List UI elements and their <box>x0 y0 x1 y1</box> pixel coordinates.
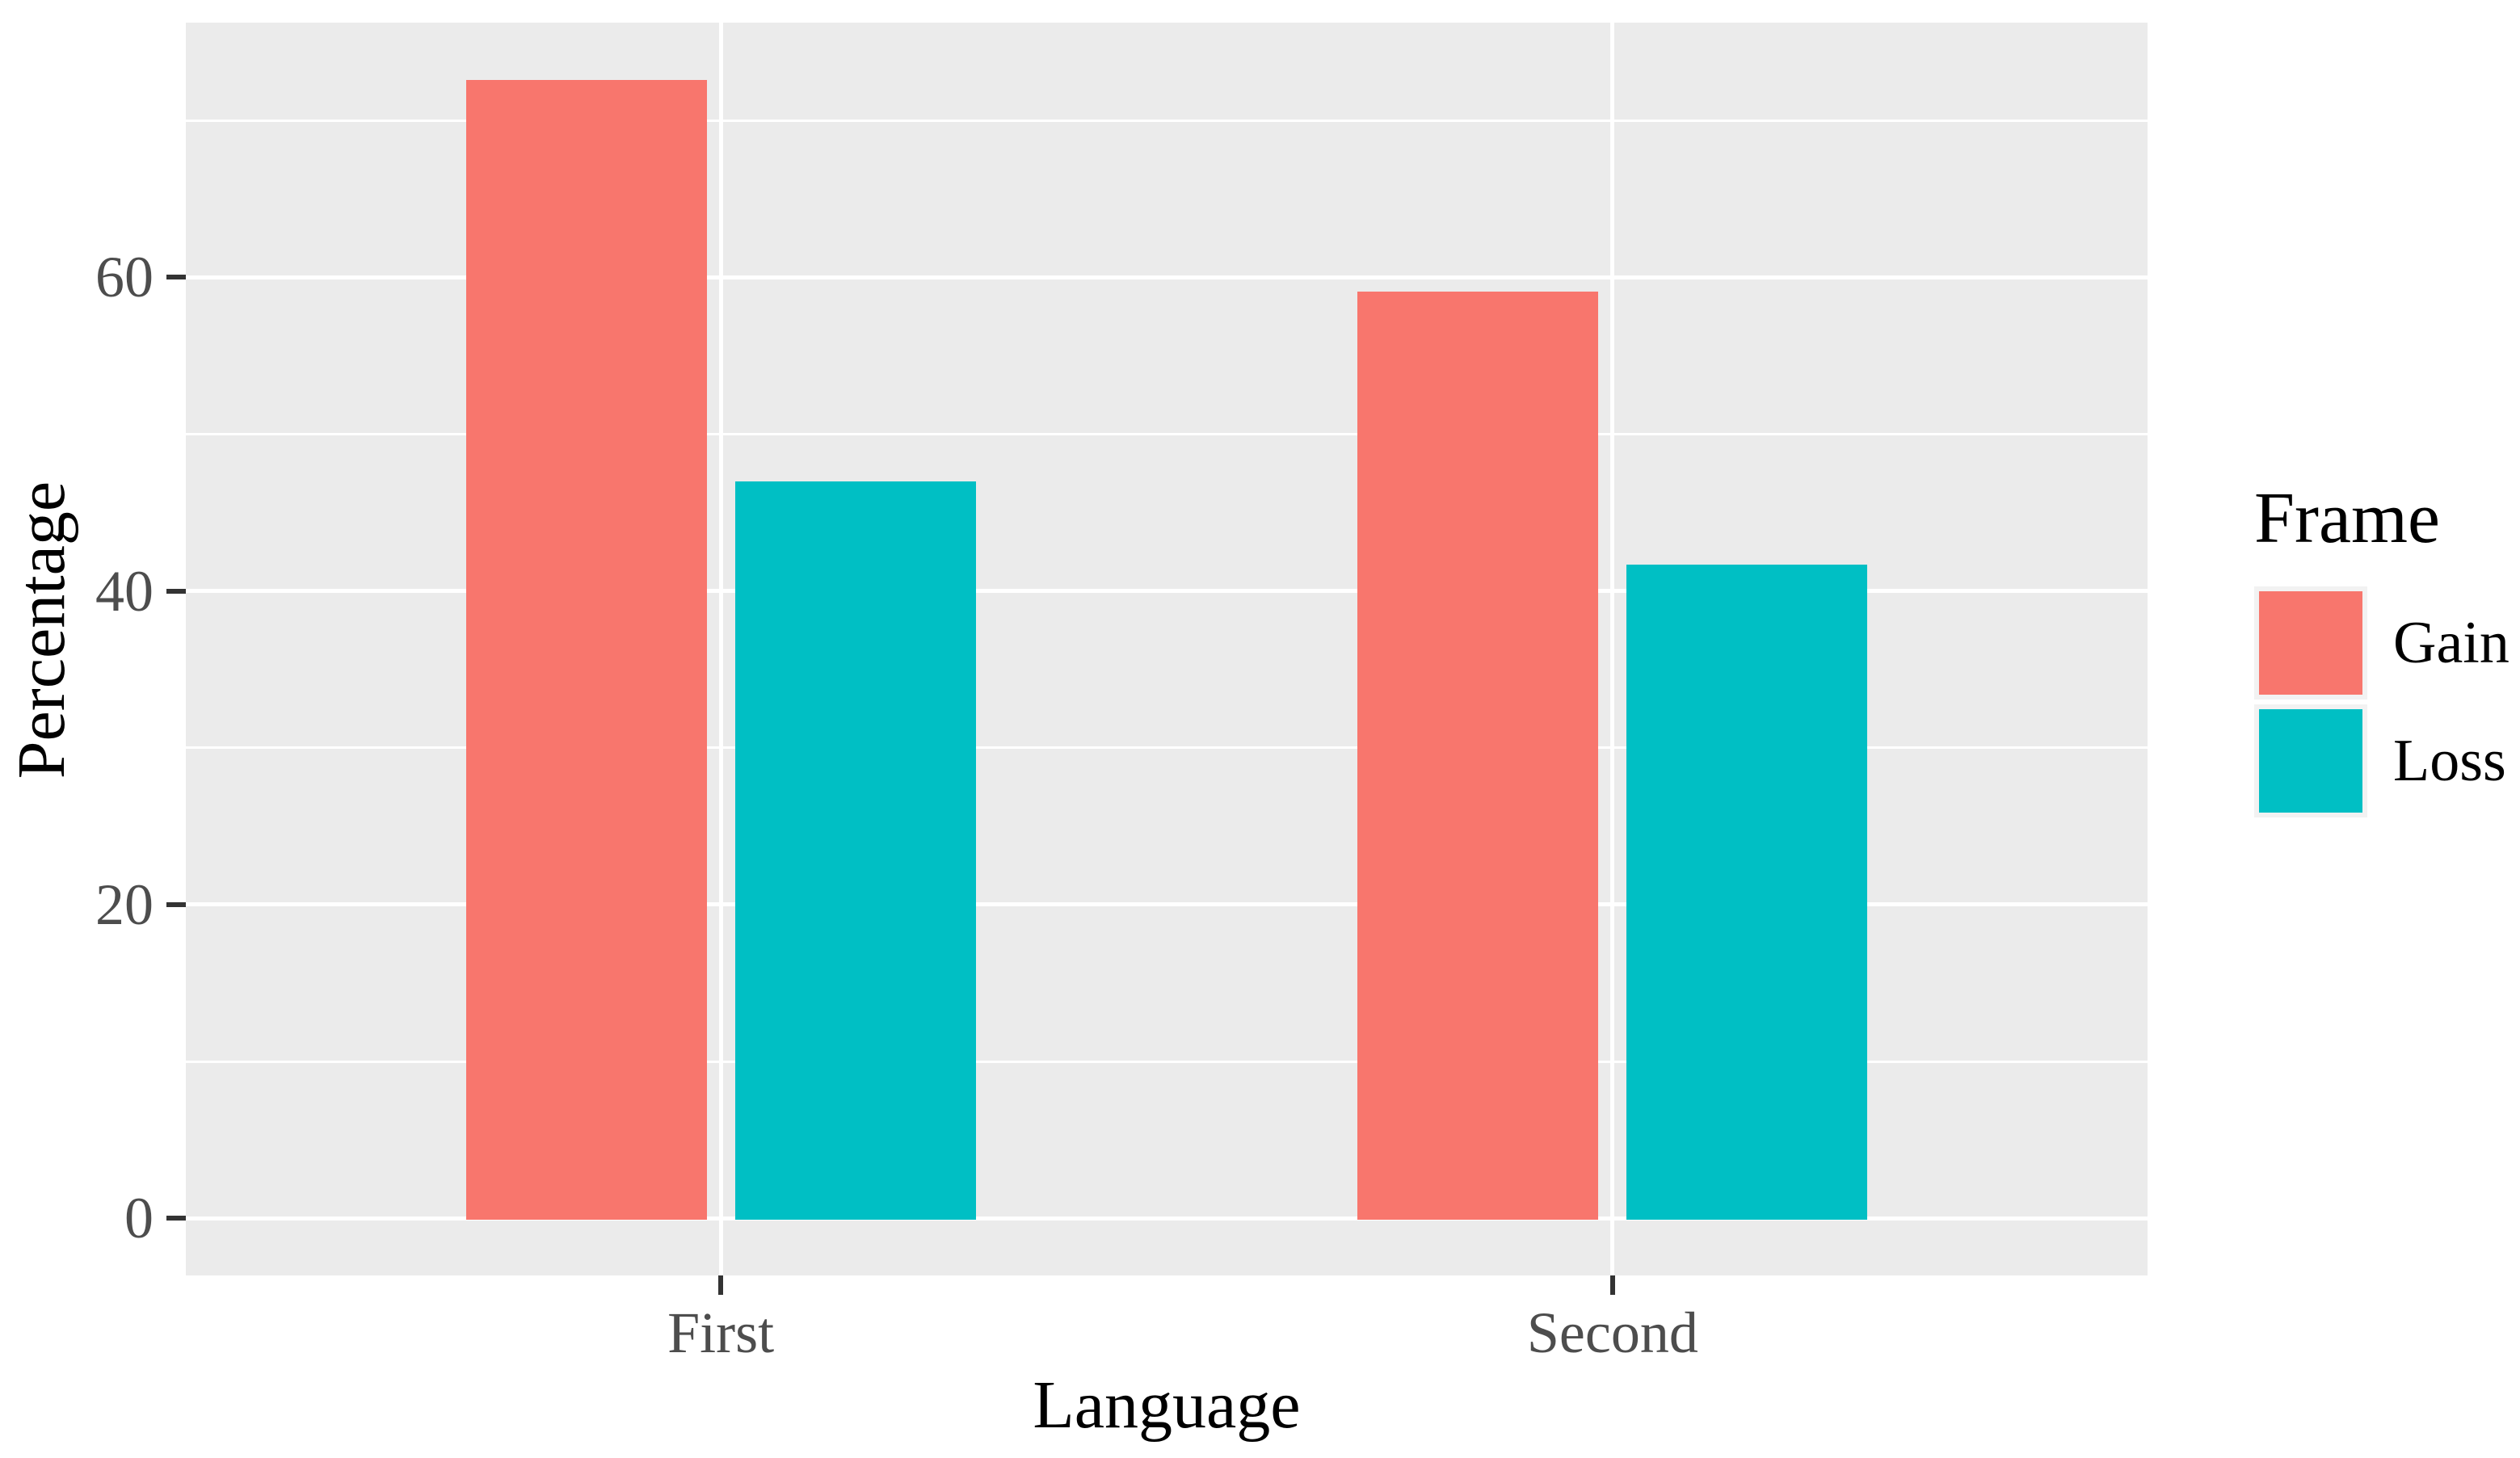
x-axis-tick-label: First <box>667 1300 775 1365</box>
y-axis-title: Percentage <box>4 481 79 779</box>
gridline-major-horizontal <box>186 902 2148 907</box>
gridline-minor-horizontal <box>186 1060 2148 1063</box>
gridline-major-vertical <box>718 23 723 1275</box>
bar-loss-first <box>734 481 976 1221</box>
bar-loss-second <box>1626 564 1868 1221</box>
x-axis-tick-label: Second <box>1526 1300 1698 1365</box>
y-axis-tick-label: 20 <box>95 872 154 937</box>
y-axis-tick-label: 40 <box>95 558 154 624</box>
gridline-minor-horizontal <box>186 433 2148 436</box>
gridline-major-horizontal <box>186 275 2148 279</box>
gridline-minor-horizontal <box>186 119 2148 122</box>
x-axis-tick-mark <box>718 1275 724 1295</box>
legend-swatch-gain-icon <box>2259 591 2362 695</box>
x-axis-tick-mark <box>1609 1275 1615 1295</box>
legend-title: Frame <box>2254 478 2440 558</box>
legend-label-loss: Loss <box>2393 728 2506 794</box>
y-axis-tick-mark <box>166 275 186 280</box>
plot-panel <box>186 23 2148 1275</box>
legend-label-gain: Gain <box>2393 610 2509 676</box>
bar-gain-first <box>465 79 707 1221</box>
x-axis-title: Language <box>1033 1368 1301 1443</box>
legend-swatch-loss-icon <box>2259 709 2362 813</box>
y-axis-tick-mark <box>166 1216 186 1221</box>
y-axis-tick-label: 0 <box>124 1186 154 1251</box>
gridline-major-vertical <box>1610 23 1615 1275</box>
gridline-minor-horizontal <box>186 746 2148 750</box>
bar-gain-second <box>1357 291 1599 1221</box>
y-axis-tick-mark <box>166 901 186 907</box>
y-axis-tick-mark <box>166 588 186 594</box>
y-axis-tick-label: 60 <box>95 245 154 310</box>
gridline-major-horizontal <box>186 589 2148 594</box>
gridline-major-horizontal <box>186 1216 2148 1221</box>
